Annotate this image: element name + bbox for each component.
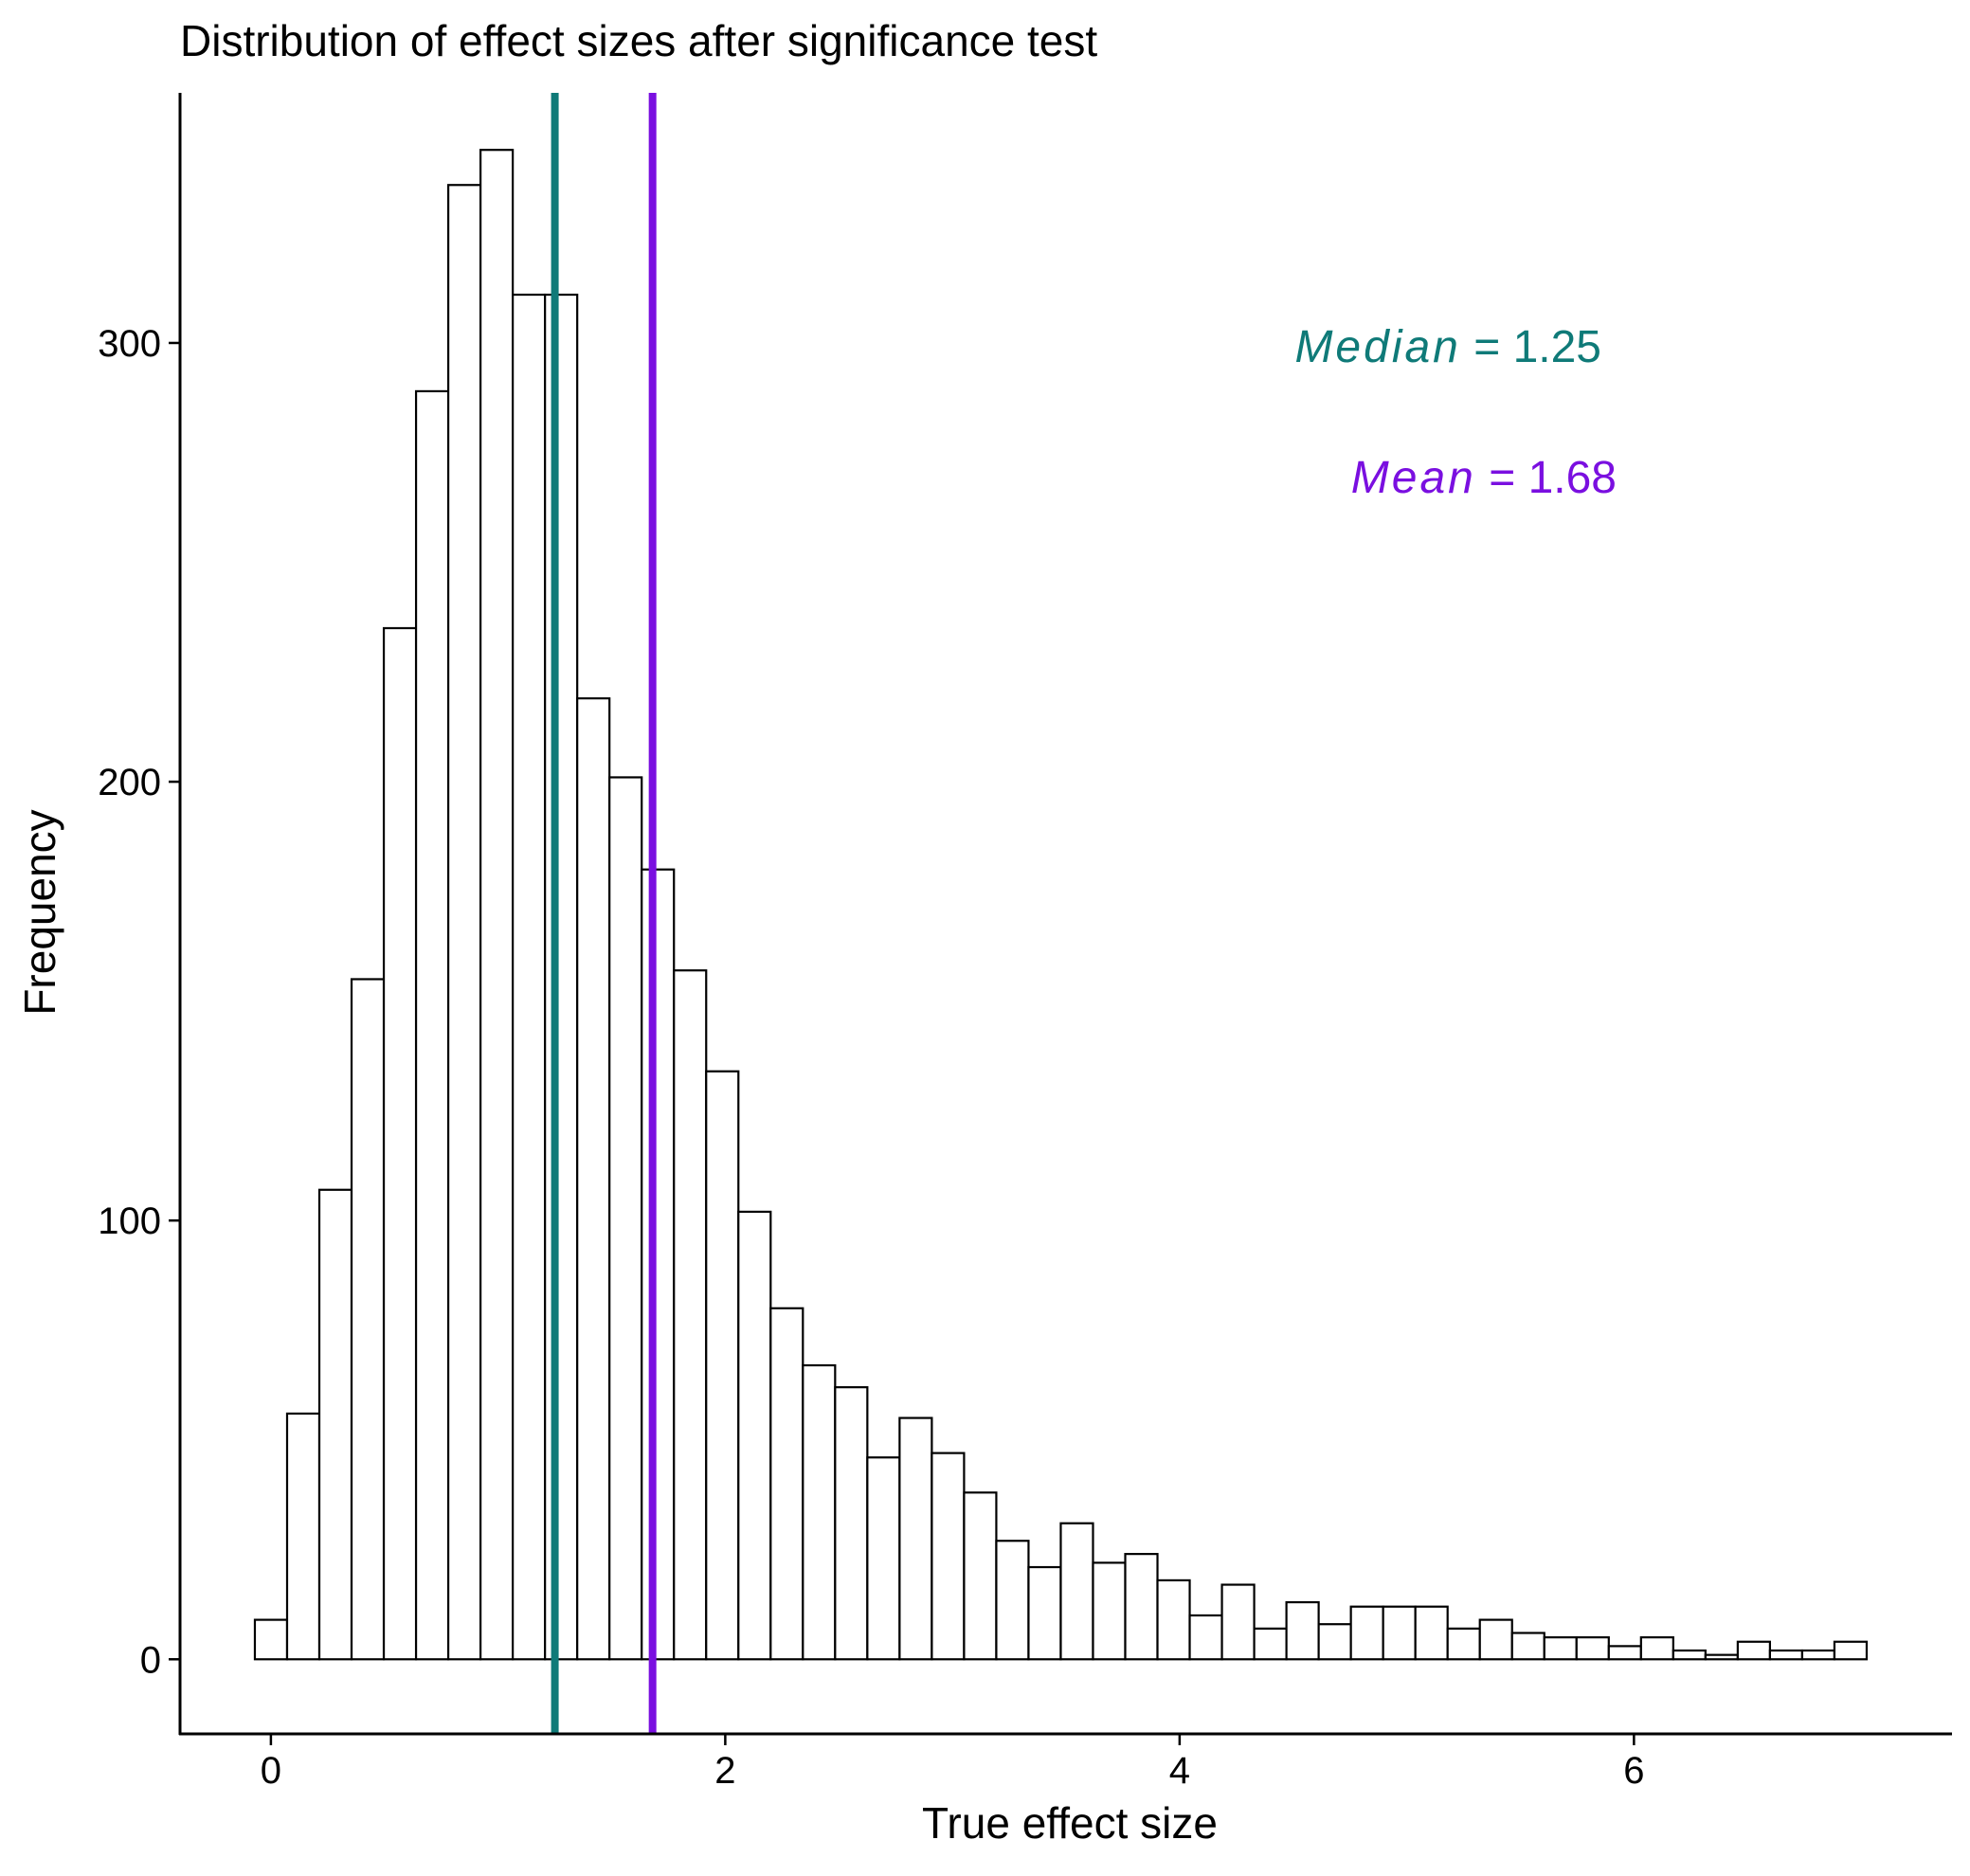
histogram-bar xyxy=(1156,1578,1191,1661)
axes-group: 0 100 200 300 0 2 4 6 xyxy=(98,93,1952,1792)
histogram-bar xyxy=(995,1540,1030,1661)
histogram-bar xyxy=(1575,1636,1610,1661)
histogram-bar xyxy=(1639,1636,1674,1661)
histogram-bar xyxy=(1672,1649,1707,1661)
histogram-bar xyxy=(1382,1605,1417,1661)
histogram-bar xyxy=(963,1491,998,1661)
histogram-bar xyxy=(253,1618,289,1661)
reference-lines-group xyxy=(551,93,657,1734)
histogram-bar xyxy=(1414,1605,1449,1661)
histogram-bar xyxy=(1349,1605,1384,1661)
x-tick-label: 6 xyxy=(1623,1750,1644,1792)
mean-annotation-value: = 1.68 xyxy=(1476,453,1617,503)
histogram-bar xyxy=(1704,1653,1739,1661)
histogram-bar xyxy=(285,1412,321,1661)
histogram-bar xyxy=(1478,1618,1513,1661)
histogram-bar xyxy=(1833,1640,1869,1661)
histogram-bar xyxy=(1220,1583,1256,1661)
histogram-bar xyxy=(866,1456,901,1661)
y-tick-label: 0 xyxy=(140,1639,161,1681)
histogram-bar xyxy=(769,1307,804,1661)
y-tick-label: 300 xyxy=(98,323,161,365)
histogram-bar xyxy=(1188,1614,1223,1661)
histogram-bar xyxy=(1543,1636,1578,1661)
histogram-bar xyxy=(1800,1649,1836,1661)
histogram-bar xyxy=(1607,1645,1642,1661)
histogram-bar xyxy=(898,1416,933,1661)
histogram-bar xyxy=(350,978,386,1661)
histogram-bar xyxy=(608,776,643,1661)
histogram-bar xyxy=(1027,1565,1062,1661)
histogram-bar xyxy=(641,868,676,1661)
histogram-bar xyxy=(382,626,418,1661)
histogram-bar xyxy=(1124,1553,1159,1661)
histogram-bar xyxy=(414,389,450,1661)
histogram-bar xyxy=(1092,1561,1127,1661)
mean-annotation-name: Mean xyxy=(1351,453,1476,503)
annotations-group: Median = 1.25 Mean = 1.68 xyxy=(1294,322,1617,503)
histogram-bar xyxy=(1317,1623,1352,1661)
histogram-bar xyxy=(479,149,515,1661)
median-annotation-name: Median xyxy=(1294,322,1460,372)
median-annotation: Median = 1.25 xyxy=(1294,322,1601,372)
histogram-bar xyxy=(512,293,547,1661)
histogram-bar xyxy=(1768,1649,1804,1661)
histogram-bar xyxy=(1446,1627,1481,1661)
histogram-bar xyxy=(1253,1627,1288,1661)
histogram-bar xyxy=(1510,1632,1545,1661)
histogram-bar xyxy=(576,696,611,1661)
histogram-bar xyxy=(705,1070,740,1661)
histogram-bar xyxy=(446,184,482,1661)
x-tick-label: 2 xyxy=(714,1750,735,1792)
mean-annotation: Mean = 1.68 xyxy=(1351,453,1617,503)
chart-title: Distribution of effect sizes after signi… xyxy=(180,16,1097,65)
histogram-bar xyxy=(737,1210,772,1661)
median-annotation-value: = 1.25 xyxy=(1461,322,1601,372)
histogram-bar xyxy=(544,293,579,1661)
x-tick-label: 4 xyxy=(1169,1750,1190,1792)
y-tick-label: 100 xyxy=(98,1200,161,1242)
histogram-bar xyxy=(1736,1640,1771,1661)
histogram-bar xyxy=(1285,1600,1320,1661)
histogram-bar xyxy=(802,1363,837,1661)
y-tick-label: 200 xyxy=(98,762,161,803)
histogram-bar xyxy=(931,1452,966,1661)
x-tick-label: 0 xyxy=(261,1750,281,1792)
bars-group xyxy=(253,149,1869,1661)
histogram-bar xyxy=(317,1188,353,1661)
histogram-bar xyxy=(673,969,708,1661)
histogram-bar xyxy=(1059,1522,1094,1661)
y-axis-title: Frequency xyxy=(15,809,64,1015)
x-axis-title: True effect size xyxy=(922,1798,1218,1848)
histogram-bar xyxy=(834,1386,869,1661)
